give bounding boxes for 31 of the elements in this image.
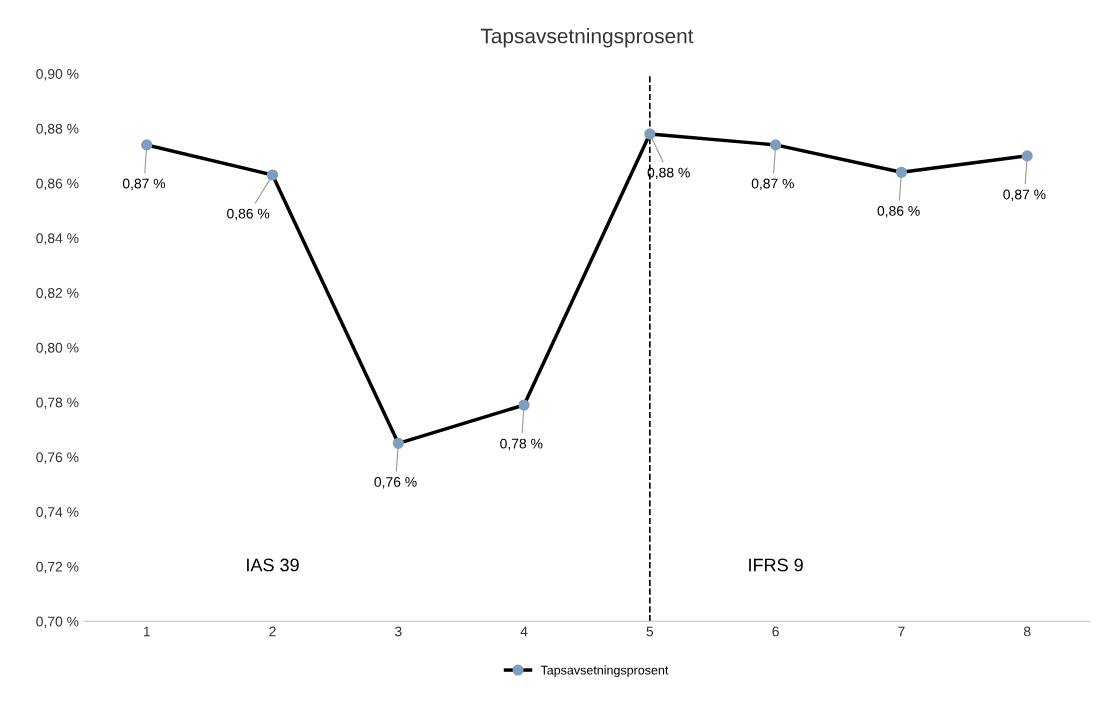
x-tick-label: 1 [143, 626, 150, 637]
x-tick-label: 8 [1023, 626, 1031, 637]
data-label: 0,87 % [751, 178, 794, 191]
x-tick-label: 3 [394, 626, 402, 637]
data-label: 0,88 % [647, 167, 690, 180]
y-tick-label: 0,72 % [36, 561, 79, 574]
y-tick-label: 0,74 % [36, 507, 79, 519]
annotation: IAS 39 [247, 558, 299, 572]
y-tick-label: 0,70 % [36, 616, 79, 629]
x-tick-label: 7 [898, 626, 905, 637]
data-label: 0,76 % [374, 477, 417, 489]
x-tick-label: 2 [269, 626, 276, 637]
data-label: 0,78 % [500, 438, 543, 451]
data-label: 0,86 % [227, 208, 270, 221]
y-tick-label: 0,76 % [36, 452, 79, 464]
y-tick-label: 0,88 % [36, 123, 79, 136]
data-label: 0,87 % [1003, 189, 1046, 202]
chart-title: Tapsavsetningsprosent [480, 28, 694, 48]
annotation: IFRS 9 [749, 558, 803, 572]
x-tick-label: 4 [520, 626, 528, 637]
x-tick-label: 5 [646, 626, 654, 637]
y-tick-label: 0,80 % [36, 342, 79, 355]
y-tick-label: 0,86 % [36, 178, 79, 191]
y-tick-label: 0,82 % [36, 288, 79, 300]
data-label: 0,86 % [877, 205, 920, 218]
y-tick-label: 0,78 % [36, 397, 79, 410]
x-tick-label: 6 [772, 626, 779, 637]
y-tick-label: 0,84 % [36, 233, 79, 245]
data-label: 0,87 % [122, 178, 166, 191]
y-tick-label: 0,90 % [36, 69, 79, 81]
legend-label: Tapsavsetningsprosent [540, 665, 669, 678]
